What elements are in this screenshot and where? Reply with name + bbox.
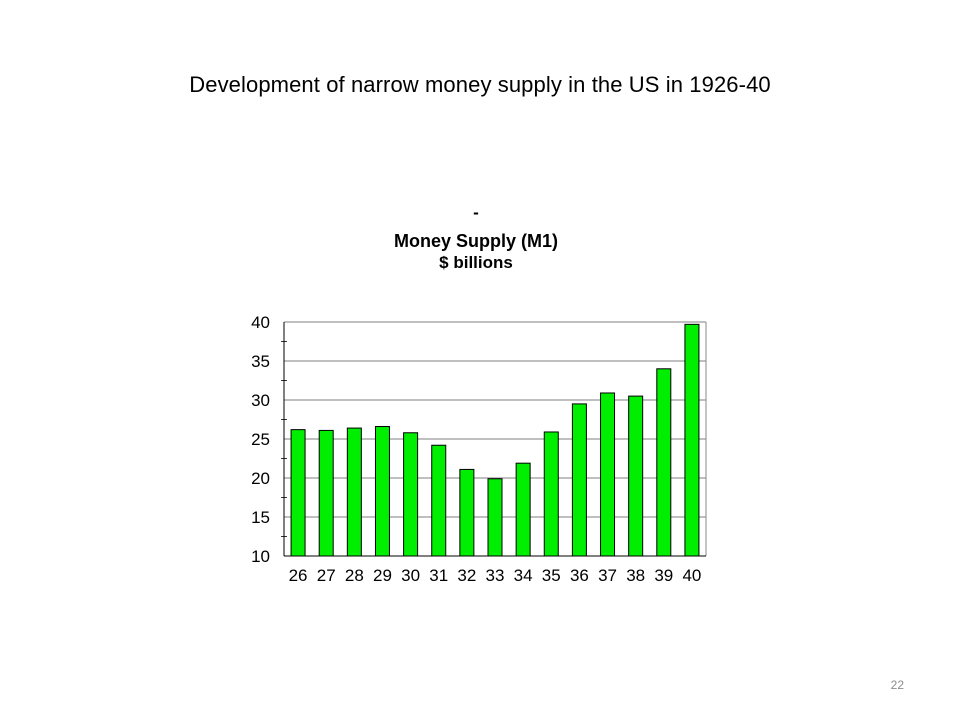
bar-27	[318, 429, 334, 557]
x-tick-label: 39	[654, 566, 673, 585]
x-tick-label: 26	[289, 566, 308, 585]
bar-29	[374, 426, 390, 557]
axes	[281, 322, 707, 557]
y-tick-labels: 10 15 20 25 30 35 40	[251, 313, 270, 566]
bar-32	[459, 468, 475, 557]
x-tick-label: 33	[486, 566, 505, 585]
x-tick-labels: 26 27 28 29 30 31 32 33 34 35 36 37 38 39 40	[289, 566, 702, 585]
y-tick-label: 30	[251, 391, 270, 410]
bar-35	[543, 431, 559, 557]
bars	[290, 323, 700, 557]
slide-title: Development of narrow money supply in th…	[189, 72, 771, 97]
x-tick-label: 28	[345, 566, 364, 585]
x-tick-label: 34	[514, 566, 533, 585]
y-tick-label: 40	[251, 313, 270, 332]
chart-title-unit: $ billions	[439, 253, 513, 272]
x-tick-label: 35	[542, 566, 561, 585]
page-number: 22	[890, 678, 904, 692]
x-tick-label: 31	[429, 566, 448, 585]
bar-31	[431, 444, 447, 557]
x-tick-label: 30	[401, 566, 420, 585]
x-tick-label: 32	[457, 566, 476, 585]
bar-39	[656, 368, 672, 557]
bar-26	[290, 429, 306, 557]
bar-34	[515, 462, 531, 557]
y-tick-label: 20	[251, 469, 270, 488]
x-tick-label: 38	[626, 566, 645, 585]
chart-title: - Money Supply (M1) $ billions	[394, 203, 558, 272]
bar-37	[600, 392, 616, 557]
bar-30	[403, 432, 419, 557]
chart-title-main: Money Supply (M1)	[394, 231, 558, 251]
bar-36	[571, 403, 587, 557]
bar-40	[684, 323, 700, 557]
y-tick-label: 25	[251, 430, 270, 449]
y-tick-label: 35	[251, 352, 270, 371]
y-tick-label: 15	[251, 508, 270, 527]
x-tick-label: 29	[373, 566, 392, 585]
x-tick-label: 37	[598, 566, 617, 585]
bar-33	[487, 478, 503, 557]
x-tick-label: 36	[570, 566, 589, 585]
bar-28	[346, 427, 362, 557]
bar-38	[628, 395, 644, 557]
y-tick-label: 10	[251, 547, 270, 566]
x-tick-label: 27	[317, 566, 336, 585]
x-tick-label: 40	[682, 566, 701, 585]
chart-title-dash: -	[473, 203, 479, 222]
